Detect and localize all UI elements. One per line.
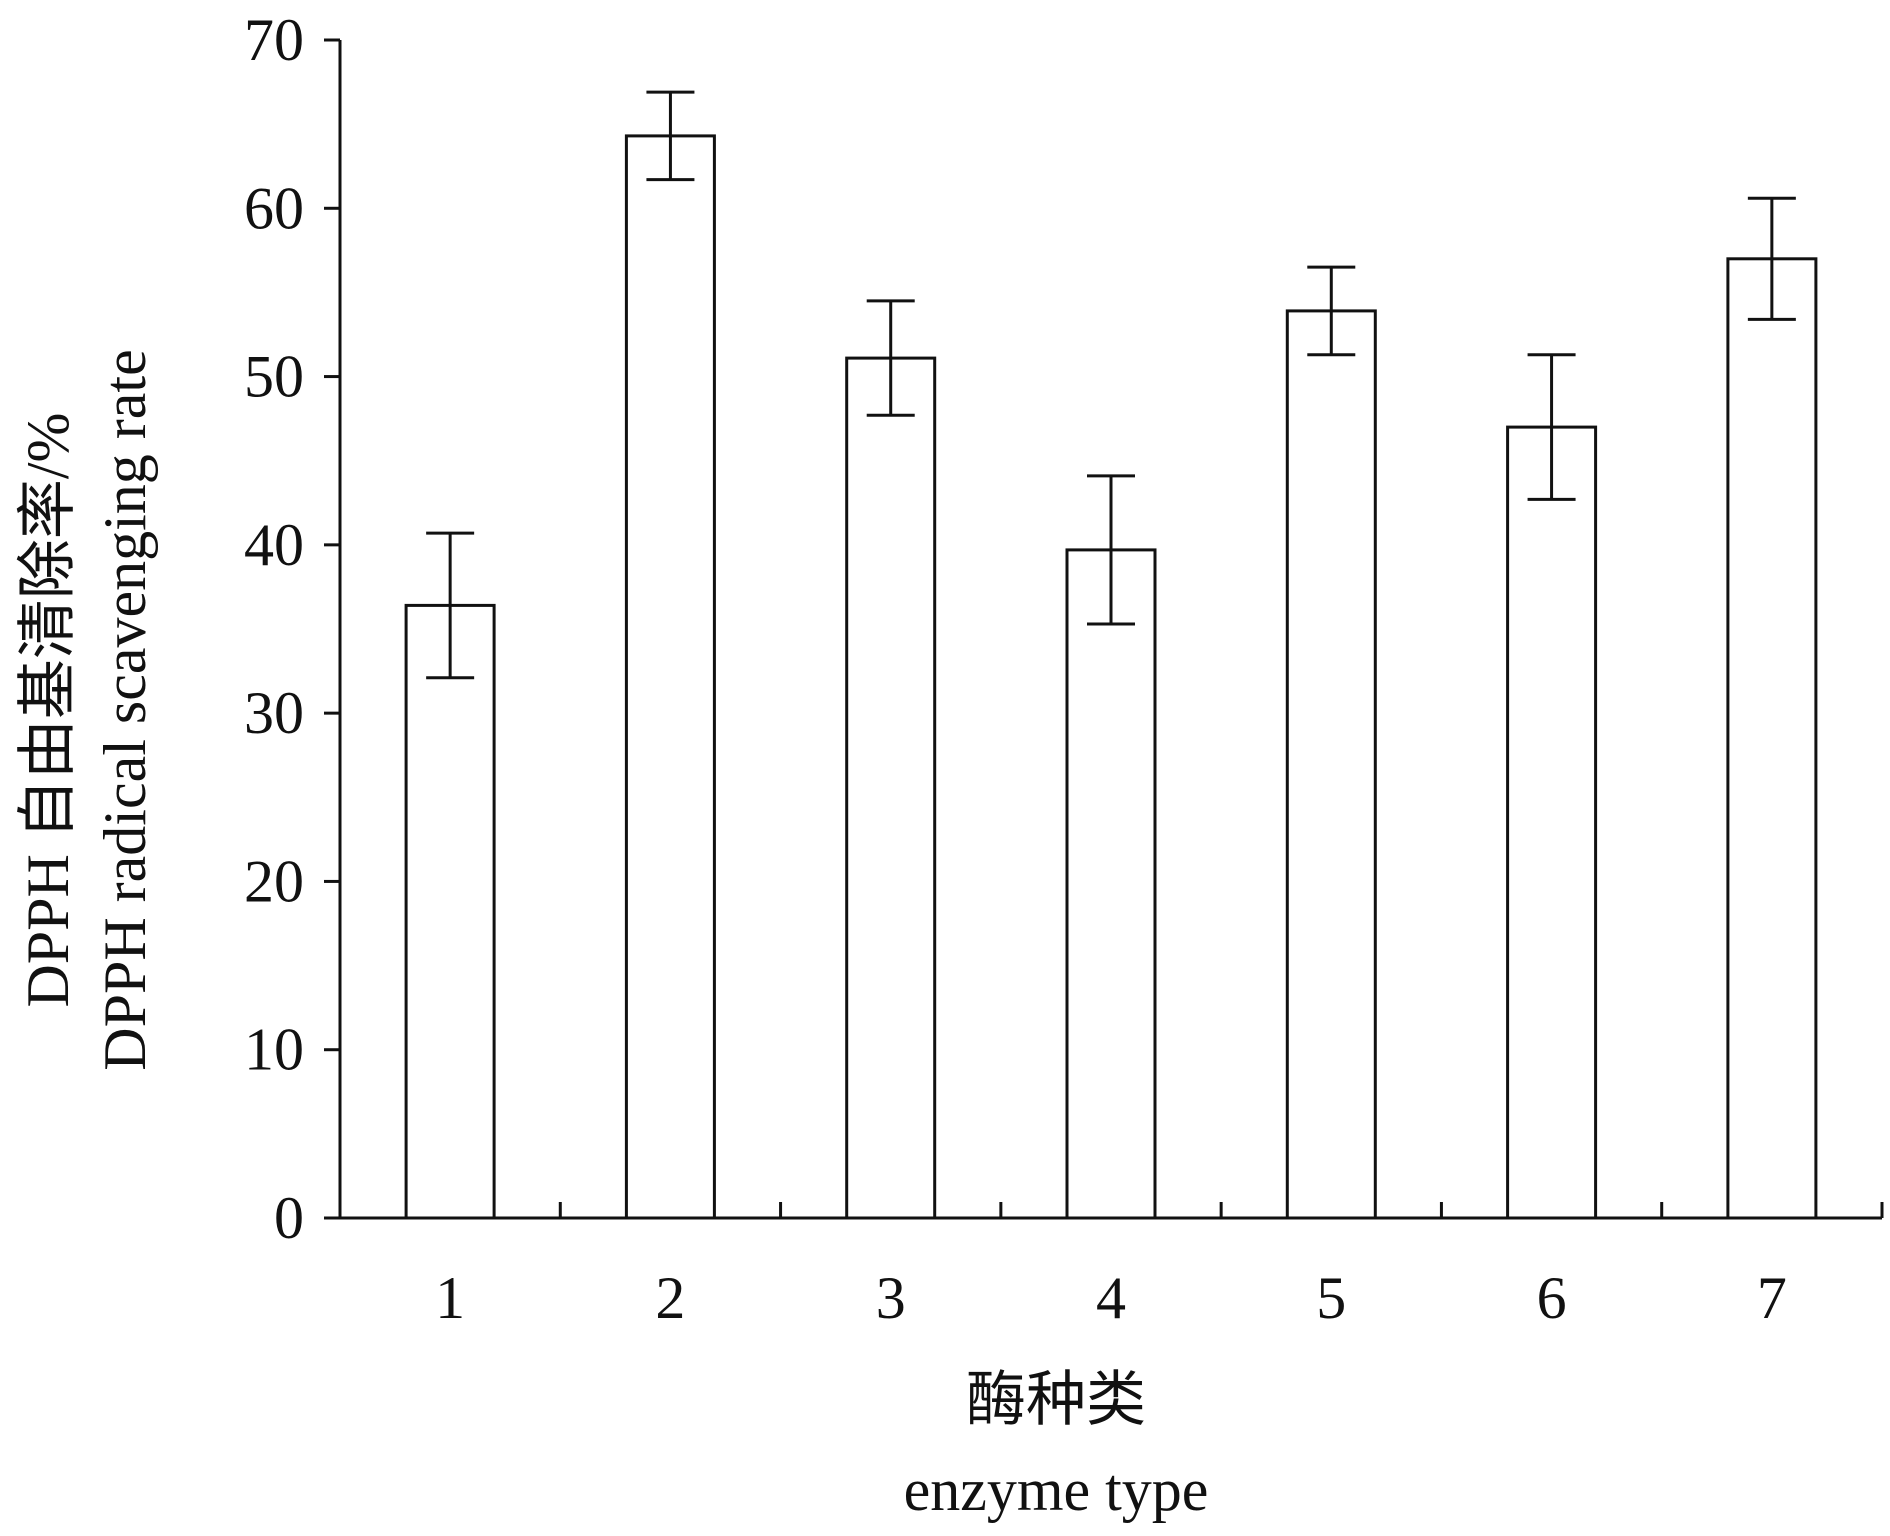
plot-area [404, 90, 1818, 1220]
y-tick-label-0: 0 [274, 1185, 304, 1251]
y-tick-label-60: 60 [244, 175, 304, 241]
y-tick-label-20: 20 [244, 848, 304, 914]
x-tick-label-5: 5 [1316, 1265, 1346, 1331]
x-tick-label-3: 3 [876, 1265, 906, 1331]
y-tick-label-40: 40 [244, 512, 304, 578]
bar-7 [1726, 257, 1818, 1220]
bar-2 [624, 134, 716, 1220]
bar-1 [404, 603, 496, 1220]
x-axis-title-zh: 酶种类 [966, 1367, 1146, 1433]
x-tick-label-6: 6 [1537, 1265, 1567, 1331]
y-axis-title-en: DPPH radical scavenging rate [92, 349, 158, 1070]
y-tick-label-50: 50 [244, 344, 304, 410]
x-tick-label-1: 1 [435, 1265, 465, 1331]
y-tick-label-30: 30 [244, 680, 304, 746]
x-tick-label-4: 4 [1096, 1265, 1126, 1331]
bar-4 [1065, 548, 1157, 1220]
y-tick-label-10: 10 [244, 1017, 304, 1083]
x-tick-label-2: 2 [655, 1265, 685, 1331]
y-axis-title-zh: DPPH 自由基清除率/% [15, 412, 81, 1007]
bar-6 [1506, 425, 1598, 1220]
y-tick-label-70: 70 [244, 7, 304, 73]
x-tick-label-7: 7 [1757, 1265, 1787, 1331]
bar-5 [1285, 309, 1377, 1220]
bar-3 [845, 356, 937, 1220]
x-axis-title-en: enzyme type [904, 1457, 1209, 1523]
